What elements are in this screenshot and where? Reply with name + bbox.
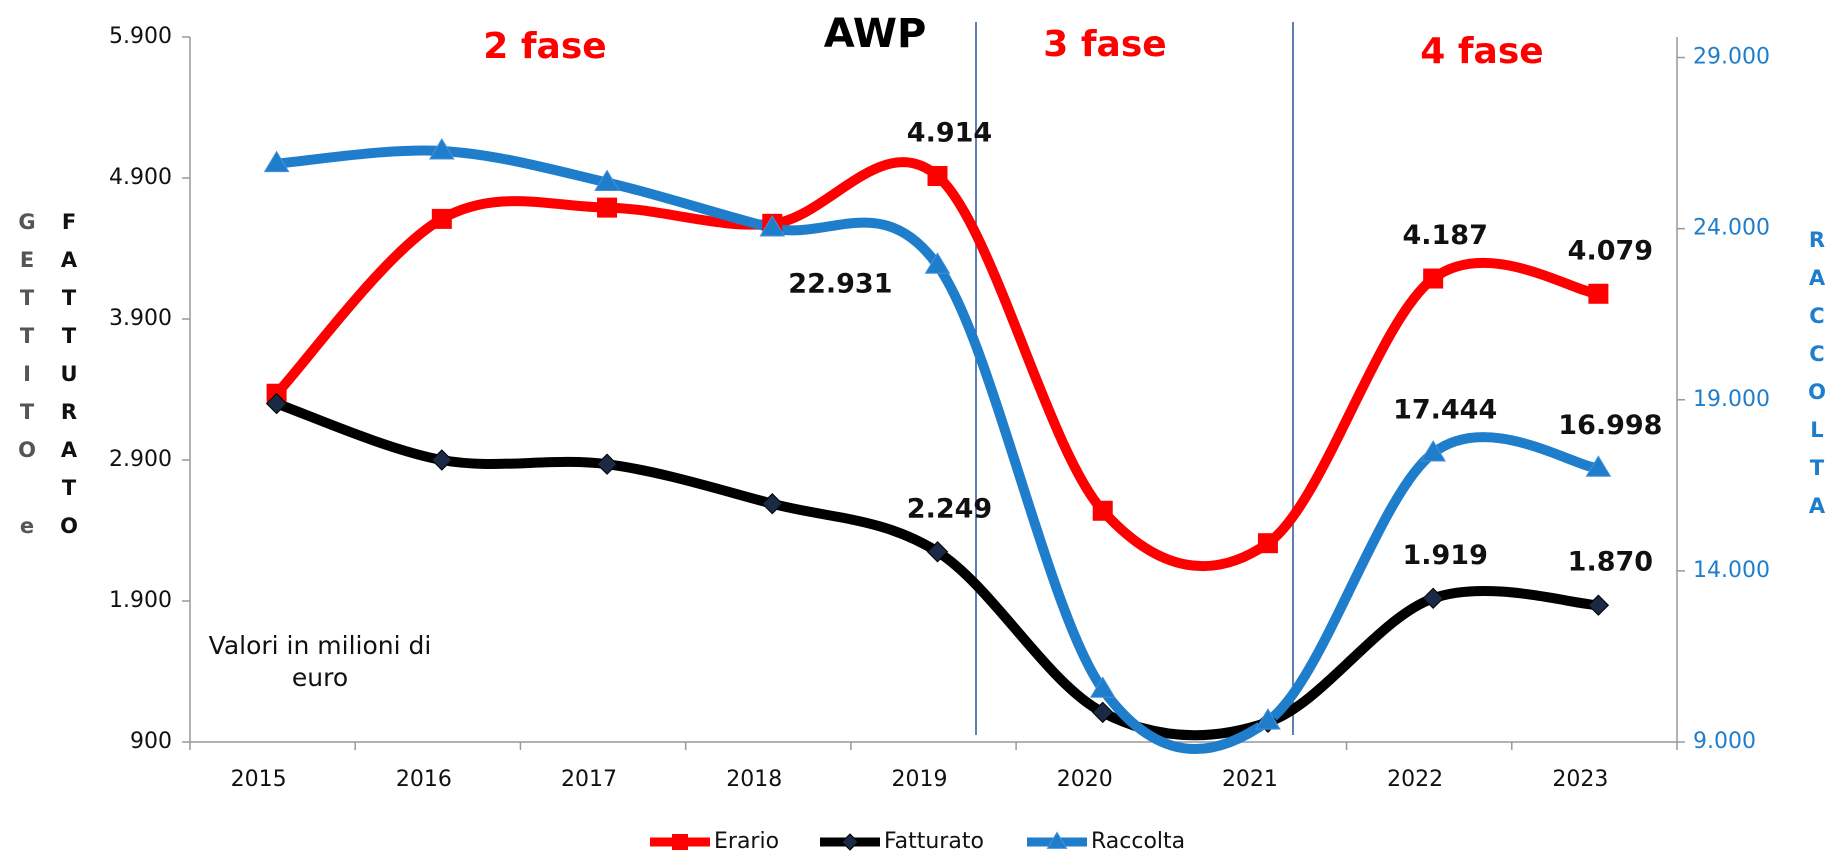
y-tick-label: 5.900 xyxy=(109,24,172,49)
marker xyxy=(1255,708,1281,730)
x-tick-label: 2021 xyxy=(1222,767,1278,792)
y2-tick-label: 19.000 xyxy=(1693,387,1770,412)
y2-tick-label: 29.000 xyxy=(1693,45,1770,70)
legend-label: Erario xyxy=(714,829,779,854)
y2-tick-label: 14.000 xyxy=(1693,558,1770,583)
data-label: 1.870 xyxy=(1568,547,1653,578)
x-tick-label: 2018 xyxy=(726,767,782,792)
phase-label: 3 fase xyxy=(1043,24,1166,65)
x-tick-label: 2023 xyxy=(1552,767,1608,792)
marker xyxy=(1585,455,1612,477)
data-label: 2.249 xyxy=(907,493,992,524)
marker xyxy=(597,197,618,218)
legend-label: Fatturato xyxy=(884,829,984,854)
marker xyxy=(428,137,455,160)
y-axis-title: GETTITO e xyxy=(15,210,39,552)
series-line xyxy=(271,157,1604,572)
marker xyxy=(761,493,783,515)
marker xyxy=(1092,500,1113,521)
marker xyxy=(431,208,452,229)
phase-label: 4 fase xyxy=(1420,31,1543,72)
marker xyxy=(431,449,453,471)
marker xyxy=(672,834,688,850)
y-tick-label: 2.900 xyxy=(109,447,172,472)
marker xyxy=(1423,268,1444,289)
x-tick-label: 2022 xyxy=(1387,767,1443,792)
marker xyxy=(594,169,620,191)
y-tick-label: 1.900 xyxy=(109,588,172,613)
series-line xyxy=(271,398,1604,741)
data-label: 4.914 xyxy=(907,118,992,149)
note-box: Valori in milioni di euro xyxy=(208,631,432,692)
marker xyxy=(263,150,290,173)
x-tick-label: 2016 xyxy=(396,767,452,792)
y2-tick-label: 9.000 xyxy=(1693,729,1756,754)
note: Valori in milioni di euro xyxy=(208,631,432,692)
y-tick-label: 3.900 xyxy=(109,306,172,331)
marker xyxy=(759,214,786,237)
data-label: 22.931 xyxy=(788,269,892,300)
x-tick-label: 2017 xyxy=(561,767,617,792)
marker xyxy=(265,392,288,415)
series-line xyxy=(271,145,1604,754)
x-tick-label: 2019 xyxy=(892,767,948,792)
chart-title: AWP xyxy=(824,11,927,57)
marker xyxy=(1588,283,1609,304)
data-label: 16.998 xyxy=(1558,410,1662,441)
marker xyxy=(926,541,949,563)
marker xyxy=(1587,594,1610,616)
phase-label: 2 fase xyxy=(483,26,606,67)
y2-tick-label: 24.000 xyxy=(1693,216,1770,241)
data-label: 4.079 xyxy=(1568,235,1653,266)
marker xyxy=(1092,701,1114,724)
data-label: 17.444 xyxy=(1393,395,1497,426)
marker xyxy=(1422,587,1444,610)
marker xyxy=(1420,440,1447,462)
marker xyxy=(924,252,951,274)
marker xyxy=(841,833,859,851)
data-label: 4.187 xyxy=(1402,220,1487,251)
x-tick-label: 2020 xyxy=(1057,767,1113,792)
x-tick-label: 2015 xyxy=(231,767,287,792)
y-tick-label: 4.900 xyxy=(109,165,172,190)
y2-axis-title: RACCOLTA xyxy=(1805,228,1829,532)
marker xyxy=(927,166,948,187)
y-axis-title: FATTURATO xyxy=(57,210,81,552)
legend-label: Raccolta xyxy=(1091,829,1185,854)
marker xyxy=(596,453,618,475)
y-tick-label: 900 xyxy=(130,729,172,754)
data-label: 1.919 xyxy=(1402,540,1487,571)
marker xyxy=(1257,533,1278,554)
marker xyxy=(1089,676,1116,698)
marker xyxy=(1046,831,1068,849)
